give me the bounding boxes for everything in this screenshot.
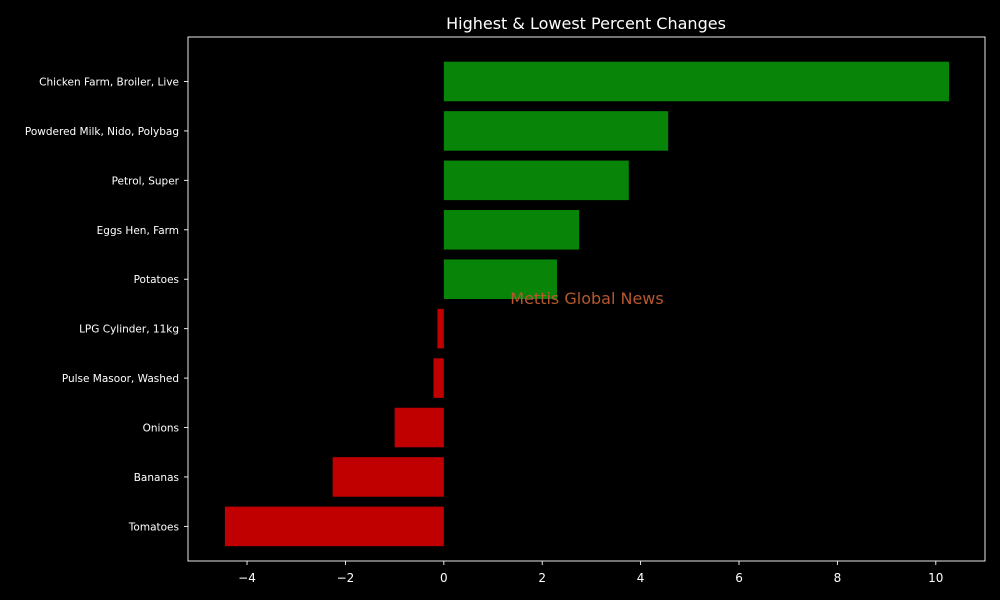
x-tick-label: 4 xyxy=(637,571,645,585)
x-tick-label: 10 xyxy=(928,571,943,585)
y-tick-label: Tomatoes xyxy=(128,521,179,533)
x-axis-ticks: −4 −2 0 2 4 6 8 10 xyxy=(238,561,943,585)
plot-area-frame xyxy=(187,36,986,562)
y-tick-label: Potatoes xyxy=(134,274,179,286)
y-tick-label: Powdered Milk, Nido, Polybag xyxy=(25,126,179,138)
x-tick-label: 6 xyxy=(735,571,743,585)
bar xyxy=(443,111,669,151)
x-tick-label: 0 xyxy=(440,571,448,585)
bar xyxy=(443,61,950,102)
x-tick-label: 8 xyxy=(834,571,842,585)
bar xyxy=(443,160,629,201)
bar xyxy=(433,358,444,398)
bar xyxy=(394,407,444,448)
x-tick-label: 2 xyxy=(538,571,546,585)
y-tick-label: Eggs Hen, Farm xyxy=(97,225,179,237)
bars-group xyxy=(224,61,950,547)
y-tick-label: Petrol, Super xyxy=(112,175,180,187)
y-tick-label: Pulse Masoor, Washed xyxy=(62,373,179,385)
bar xyxy=(437,308,444,349)
bar xyxy=(332,457,444,497)
bar xyxy=(443,259,557,299)
y-tick-label: LPG Cylinder, 11kg xyxy=(79,324,179,336)
x-tick-label: −4 xyxy=(238,571,256,585)
y-tick-label: Bananas xyxy=(134,472,179,484)
x-tick-label: −2 xyxy=(337,571,355,585)
chart-title: Highest & Lowest Percent Changes xyxy=(446,14,726,33)
watermark-text: Mettis Global News xyxy=(510,289,663,308)
y-tick-label: Onions xyxy=(143,423,179,435)
bar xyxy=(443,210,580,250)
y-tick-labels: Chicken Farm, Broiler, Live Powdered Milk… xyxy=(25,76,188,533)
y-tick-label: Chicken Farm, Broiler, Live xyxy=(39,76,179,88)
bar xyxy=(224,506,444,547)
